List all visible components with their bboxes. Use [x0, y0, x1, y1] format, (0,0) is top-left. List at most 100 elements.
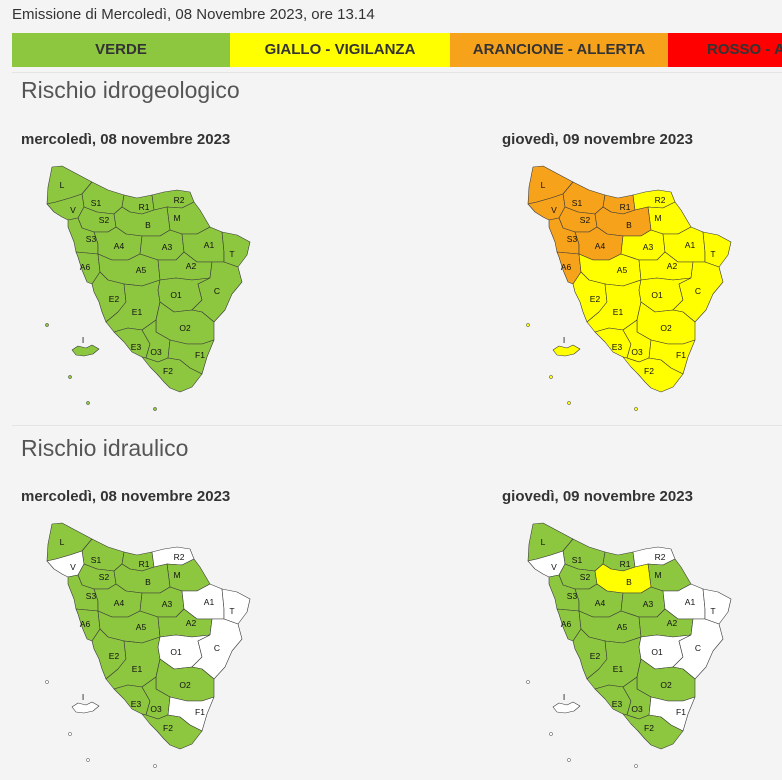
zone-label-c: C [695, 286, 701, 296]
zone-label-v: V [551, 562, 557, 572]
zone-label-o1: O1 [170, 647, 182, 657]
zone-label-c: C [695, 643, 701, 653]
zone-label-r1: R1 [620, 202, 631, 212]
zone-label-a2: A2 [186, 261, 197, 271]
zone-label-f2: F2 [644, 366, 654, 376]
zone-c [672, 261, 724, 323]
tuscany-zones-map: L S1 V R1 R2 M S2 B S3 A4 A3 A1 T A6 A5 A2 E2 E1 O1 C O2 E3 O3… [45, 165, 251, 411]
zone-i-area [71, 344, 100, 357]
zone-label-o2: O2 [660, 323, 672, 333]
zone-c-area [672, 618, 724, 680]
zone-c [191, 261, 243, 323]
zone-label-e1: E1 [613, 307, 624, 317]
zone-label-s2: S2 [99, 215, 110, 225]
zone-f2 [141, 356, 203, 393]
zone-label-f1: F1 [676, 350, 686, 360]
zone-label-o3: O3 [631, 347, 643, 357]
islet [526, 680, 530, 684]
zone-label-e1: E1 [613, 664, 624, 674]
zone-label-o2: O2 [179, 680, 191, 690]
zone-label-i: I [82, 692, 84, 702]
zone-f2-area [141, 356, 203, 393]
map-date: giovedì, 09 novembre 2023 [502, 131, 693, 148]
zone-label-e2: E2 [590, 651, 601, 661]
zone-label-r1: R1 [139, 559, 150, 569]
zone-label-s2: S2 [99, 572, 110, 582]
islet [549, 732, 553, 736]
legend-label: ARANCIONE - ALLERTA [472, 41, 646, 58]
divider [12, 425, 782, 426]
islet [153, 764, 157, 768]
zone-t-area [221, 588, 251, 625]
zone-label-e3: E3 [131, 342, 142, 352]
zone-label-s3: S3 [567, 591, 578, 601]
zone-label-m: M [654, 570, 661, 580]
zone-t-area [702, 231, 732, 268]
zone-label-r1: R1 [620, 559, 631, 569]
zone-label-s1: S1 [572, 555, 583, 565]
zone-label-o1: O1 [651, 290, 663, 300]
zone-label-t: T [229, 606, 234, 616]
zone-label-m: M [654, 213, 661, 223]
divider [12, 72, 782, 73]
zone-label-s3: S3 [86, 591, 97, 601]
zone-label-o3: O3 [631, 704, 643, 714]
zone-label-a5: A5 [617, 622, 628, 632]
map-idraulico-day1: L S1 V R1 R2 M S2 B S3 A4 A3 A1 T A6 A5 A2 E2 E1 O1 C O2 E3 O3… [42, 519, 257, 774]
zone-c-area [191, 261, 243, 323]
zone-label-i: I [563, 692, 565, 702]
alert-level-legend: VERDE GIALLO - VIGILANZA ARANCIONE - ALL… [12, 33, 782, 67]
zone-label-f1: F1 [676, 707, 686, 717]
zone-label-l: L [541, 537, 546, 547]
zone-label-r2: R2 [174, 552, 185, 562]
zone-label-a3: A3 [643, 242, 654, 252]
zone-i [526, 323, 638, 411]
emission-timestamp: Emissione di Mercoledì, 08 Novembre 2023… [12, 6, 375, 23]
islet [68, 375, 72, 379]
legend-arancione: ARANCIONE - ALLERTA [450, 33, 668, 67]
zone-f2 [622, 713, 684, 750]
zone-i-area [552, 344, 581, 357]
zone-label-a1: A1 [685, 597, 696, 607]
zone-label-s3: S3 [567, 234, 578, 244]
zone-label-a6: A6 [561, 262, 572, 272]
zone-c-area [672, 261, 724, 323]
islet [68, 732, 72, 736]
zone-label-a6: A6 [561, 619, 572, 629]
zone-label-i: I [82, 335, 84, 345]
zone-label-r2: R2 [174, 195, 185, 205]
islet [567, 401, 571, 405]
zone-label-f2: F2 [163, 723, 173, 733]
zone-label-f1: F1 [195, 350, 205, 360]
legend-rosso: ROSSO - A [668, 33, 782, 67]
zone-label-s1: S1 [91, 555, 102, 565]
zone-label-a1: A1 [204, 597, 215, 607]
zone-label-a4: A4 [595, 598, 606, 608]
zone-label-a2: A2 [667, 261, 678, 271]
islet [526, 323, 530, 327]
zone-label-e2: E2 [109, 294, 120, 304]
islet [567, 758, 571, 762]
zone-label-b: B [145, 220, 151, 230]
zone-label-r2: R2 [655, 195, 666, 205]
zone-c-area [191, 618, 243, 680]
islet [45, 680, 49, 684]
map-date: giovedì, 09 novembre 2023 [502, 488, 693, 505]
zone-label-c: C [214, 286, 220, 296]
zone-t [702, 588, 732, 625]
zone-i [45, 323, 157, 411]
zone-label-o3: O3 [150, 704, 162, 714]
zone-label-e1: E1 [132, 664, 143, 674]
zone-label-t: T [710, 249, 715, 259]
zone-label-s2: S2 [580, 215, 591, 225]
zone-label-e2: E2 [590, 294, 601, 304]
zone-label-a4: A4 [595, 241, 606, 251]
zone-label-a5: A5 [136, 622, 147, 632]
zone-label-a3: A3 [162, 599, 173, 609]
legend-giallo: GIALLO - VIGILANZA [230, 33, 450, 67]
zone-t [221, 588, 251, 625]
zone-label-a6: A6 [80, 619, 91, 629]
zone-label-t: T [710, 606, 715, 616]
zone-label-a5: A5 [617, 265, 628, 275]
zone-label-s3: S3 [86, 234, 97, 244]
